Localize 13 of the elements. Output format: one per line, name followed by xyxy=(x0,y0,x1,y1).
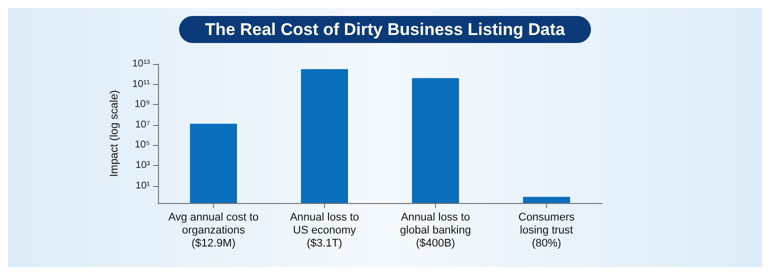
y-axis-title: Impact (log scale) xyxy=(108,90,120,177)
chart-title: The Real Cost of Dirty Business Listing Data xyxy=(205,20,566,39)
y-tick-label: 10¹ xyxy=(136,180,151,192)
y-tick-label: 10⁷ xyxy=(135,119,150,130)
y-tick-label: 10¹¹ xyxy=(132,78,151,90)
x-tick-label: Annual loss to global banking ($400B) xyxy=(400,212,471,250)
y-tick-label: 10⁵ xyxy=(134,140,150,151)
y-tick-label: 10³ xyxy=(136,160,151,171)
y-tick-label: 10¹³ xyxy=(132,58,151,70)
x-tick-label: Annual loss to US economy ($3.1T) xyxy=(290,212,360,250)
x-tick-label: Avg annual cost to organzations ($12.9M) xyxy=(168,212,259,250)
y-tick-label: 10⁹ xyxy=(134,99,150,110)
x-tick-label: Consumers losing trust (80%) xyxy=(518,212,576,250)
